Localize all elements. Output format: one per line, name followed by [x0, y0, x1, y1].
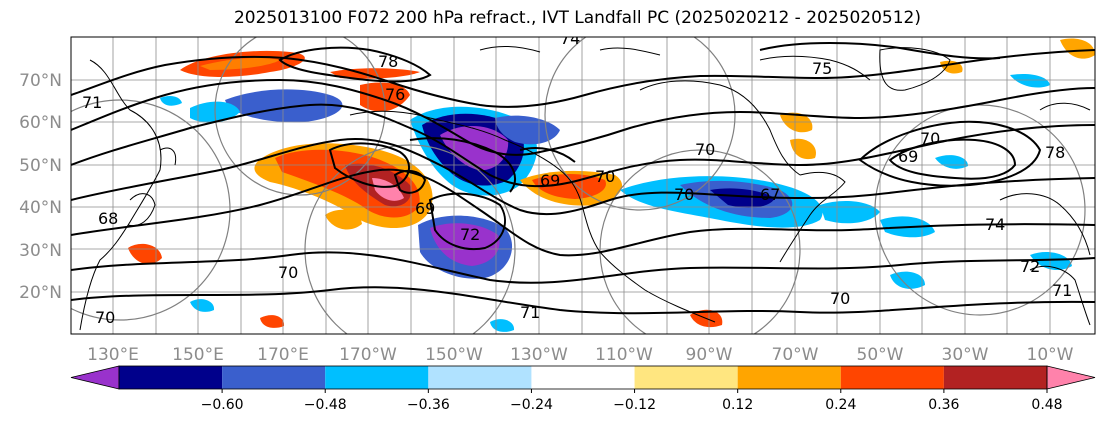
colorbar-tick-label: 0.24 [825, 397, 856, 413]
colorbar-tick-label: −0.60 [201, 397, 244, 413]
lon-tick-label: 150°E [172, 345, 224, 365]
lon-tick-label: 110°W [595, 345, 653, 365]
lat-tick-label: 70°N [19, 71, 62, 91]
contour-lines [71, 42, 1095, 315]
lon-tick-label: 130°W [510, 345, 568, 365]
lat-tick-label: 20°N [19, 283, 62, 303]
contour-label: 69 [415, 199, 435, 218]
colorbar-tick-label: 0.12 [722, 397, 753, 413]
lon-tick-label: 90°W [686, 345, 733, 365]
graticule [71, 37, 1095, 334]
contour-label: 68 [98, 209, 118, 228]
lon-tick-label: 70°W [772, 345, 819, 365]
colorbar-segment [428, 366, 532, 389]
colorbar-extend-low [70, 365, 120, 390]
colorbar-segment [531, 366, 635, 389]
lon-tick-label: 50°W [857, 345, 904, 365]
lon-tick-label: 130°E [87, 345, 139, 365]
lon-tick-label: 170°W [339, 345, 397, 365]
colorbar-tick-label: 0.48 [1031, 397, 1062, 413]
contour-label: 69 [540, 171, 560, 190]
lat-tick-label: 50°N [19, 156, 62, 176]
figure-title: 2025013100 F072 200 hPa refract., IVT La… [233, 8, 921, 28]
colorbar-segment [325, 366, 429, 389]
contour-label: 74 [560, 29, 580, 48]
lon-tick-label: 30°W [942, 345, 989, 365]
contour-label: 72 [1020, 257, 1040, 276]
contour-label: 70 [830, 289, 850, 308]
lat-tick-label: 60°N [19, 113, 62, 133]
contour-label: 75 [812, 59, 832, 78]
colorbar-outline [118, 365, 1048, 390]
contour-label: 78 [378, 52, 398, 71]
contour-label-group: 78 75 70 69 68 70 71 72 74 76 70 69 70 7… [82, 29, 1072, 327]
colorbar-segment [840, 366, 944, 389]
colorbar-segment [634, 366, 738, 389]
lon-tick-label: 10°W [1027, 345, 1074, 365]
map-frame [70, 36, 1096, 335]
colorbar-tick-label: −0.24 [510, 397, 553, 413]
colorbar-extend-high [1046, 365, 1096, 390]
colorbar-tick-label: −0.48 [304, 397, 347, 413]
colorbar-tick-label: −0.12 [613, 397, 656, 413]
lat-tick-label: 30°N [19, 241, 62, 261]
gray-circles [71, 37, 1086, 334]
lon-tick-label: 170°E [257, 345, 309, 365]
colorbar-segment [943, 366, 1047, 389]
contour-label: 71 [520, 303, 540, 322]
lon-tick-label: 150°W [425, 345, 483, 365]
contour-label: 70 [920, 129, 940, 148]
colorbar-segment [737, 366, 841, 389]
contour-label: 69 [898, 147, 918, 166]
contour-label: 70 [674, 185, 694, 204]
contour-label: 74 [985, 215, 1005, 234]
contour-label: 72 [460, 225, 480, 244]
contour-label: 76 [385, 85, 405, 104]
contour-label: 67 [760, 185, 780, 204]
contour-label: 71 [82, 93, 102, 112]
contour-label: 78 [1045, 143, 1065, 162]
lat-axis: 20°N 30°N 40°N 50°N 60°N 70°N [19, 71, 62, 303]
lon-axis: 130°E 150°E 170°E 170°W 150°W 130°W 110°… [87, 345, 1074, 365]
lat-tick-label: 40°N [19, 198, 62, 218]
contour-label: 71 [1052, 281, 1072, 300]
colorbar-segment [222, 366, 326, 389]
contour-label: 70 [695, 140, 715, 159]
colorbar-segment [119, 366, 223, 389]
contour-label: 70 [595, 167, 615, 186]
contour-label: 70 [95, 308, 115, 327]
colorbar: −0.60 −0.48 −0.36 −0.24 −0.12 0.12 0.24 0.36 0.4… [70, 365, 1096, 413]
colorbar-tick-label: 0.36 [928, 397, 959, 413]
contour-label: 70 [278, 263, 298, 282]
colorbar-tick-label: −0.36 [407, 397, 450, 413]
